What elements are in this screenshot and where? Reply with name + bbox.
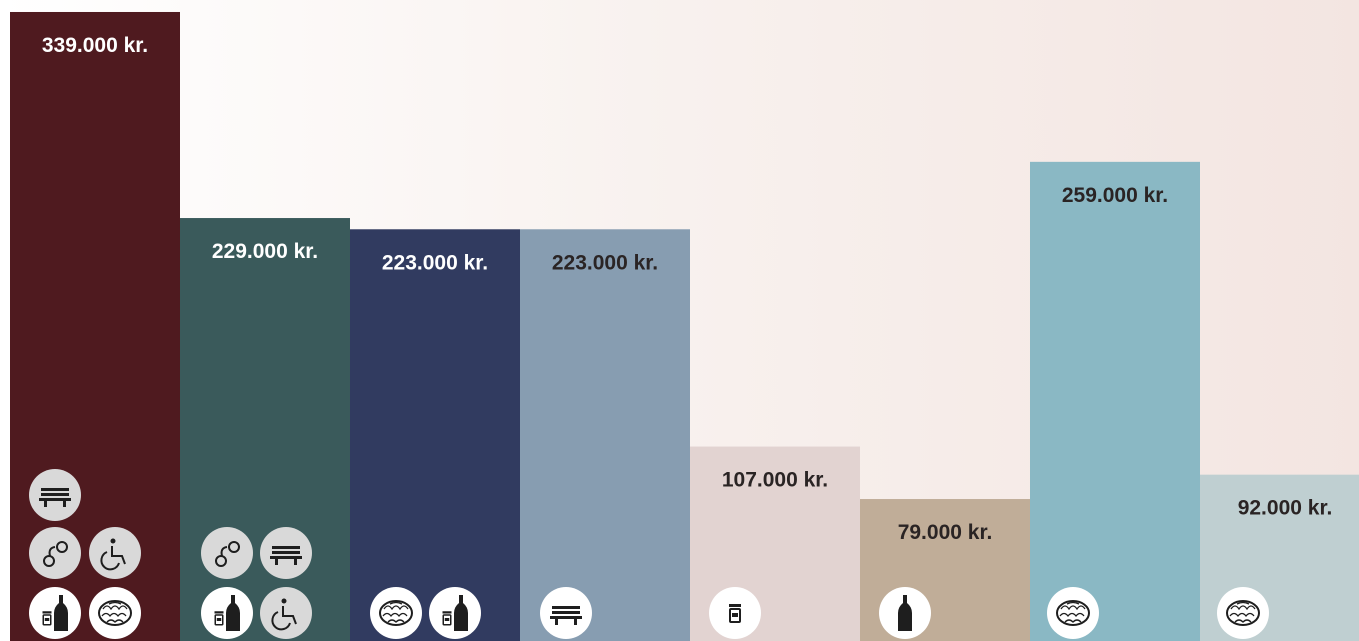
value-label: 223.000 kr. (552, 251, 658, 274)
bar (350, 229, 520, 641)
value-label: 79.000 kr. (898, 521, 993, 544)
value-label: 92.000 kr. (1238, 497, 1333, 520)
bar (1030, 161, 1200, 641)
value-label: 223.000 kr. (382, 251, 488, 274)
bar (520, 229, 690, 641)
value-label: 339.000 kr. (42, 34, 148, 57)
value-label: 107.000 kr. (722, 469, 828, 492)
icons (29, 469, 1269, 639)
value-label: 229.000 kr. (212, 240, 318, 263)
value-label: 259.000 kr. (1062, 184, 1168, 207)
